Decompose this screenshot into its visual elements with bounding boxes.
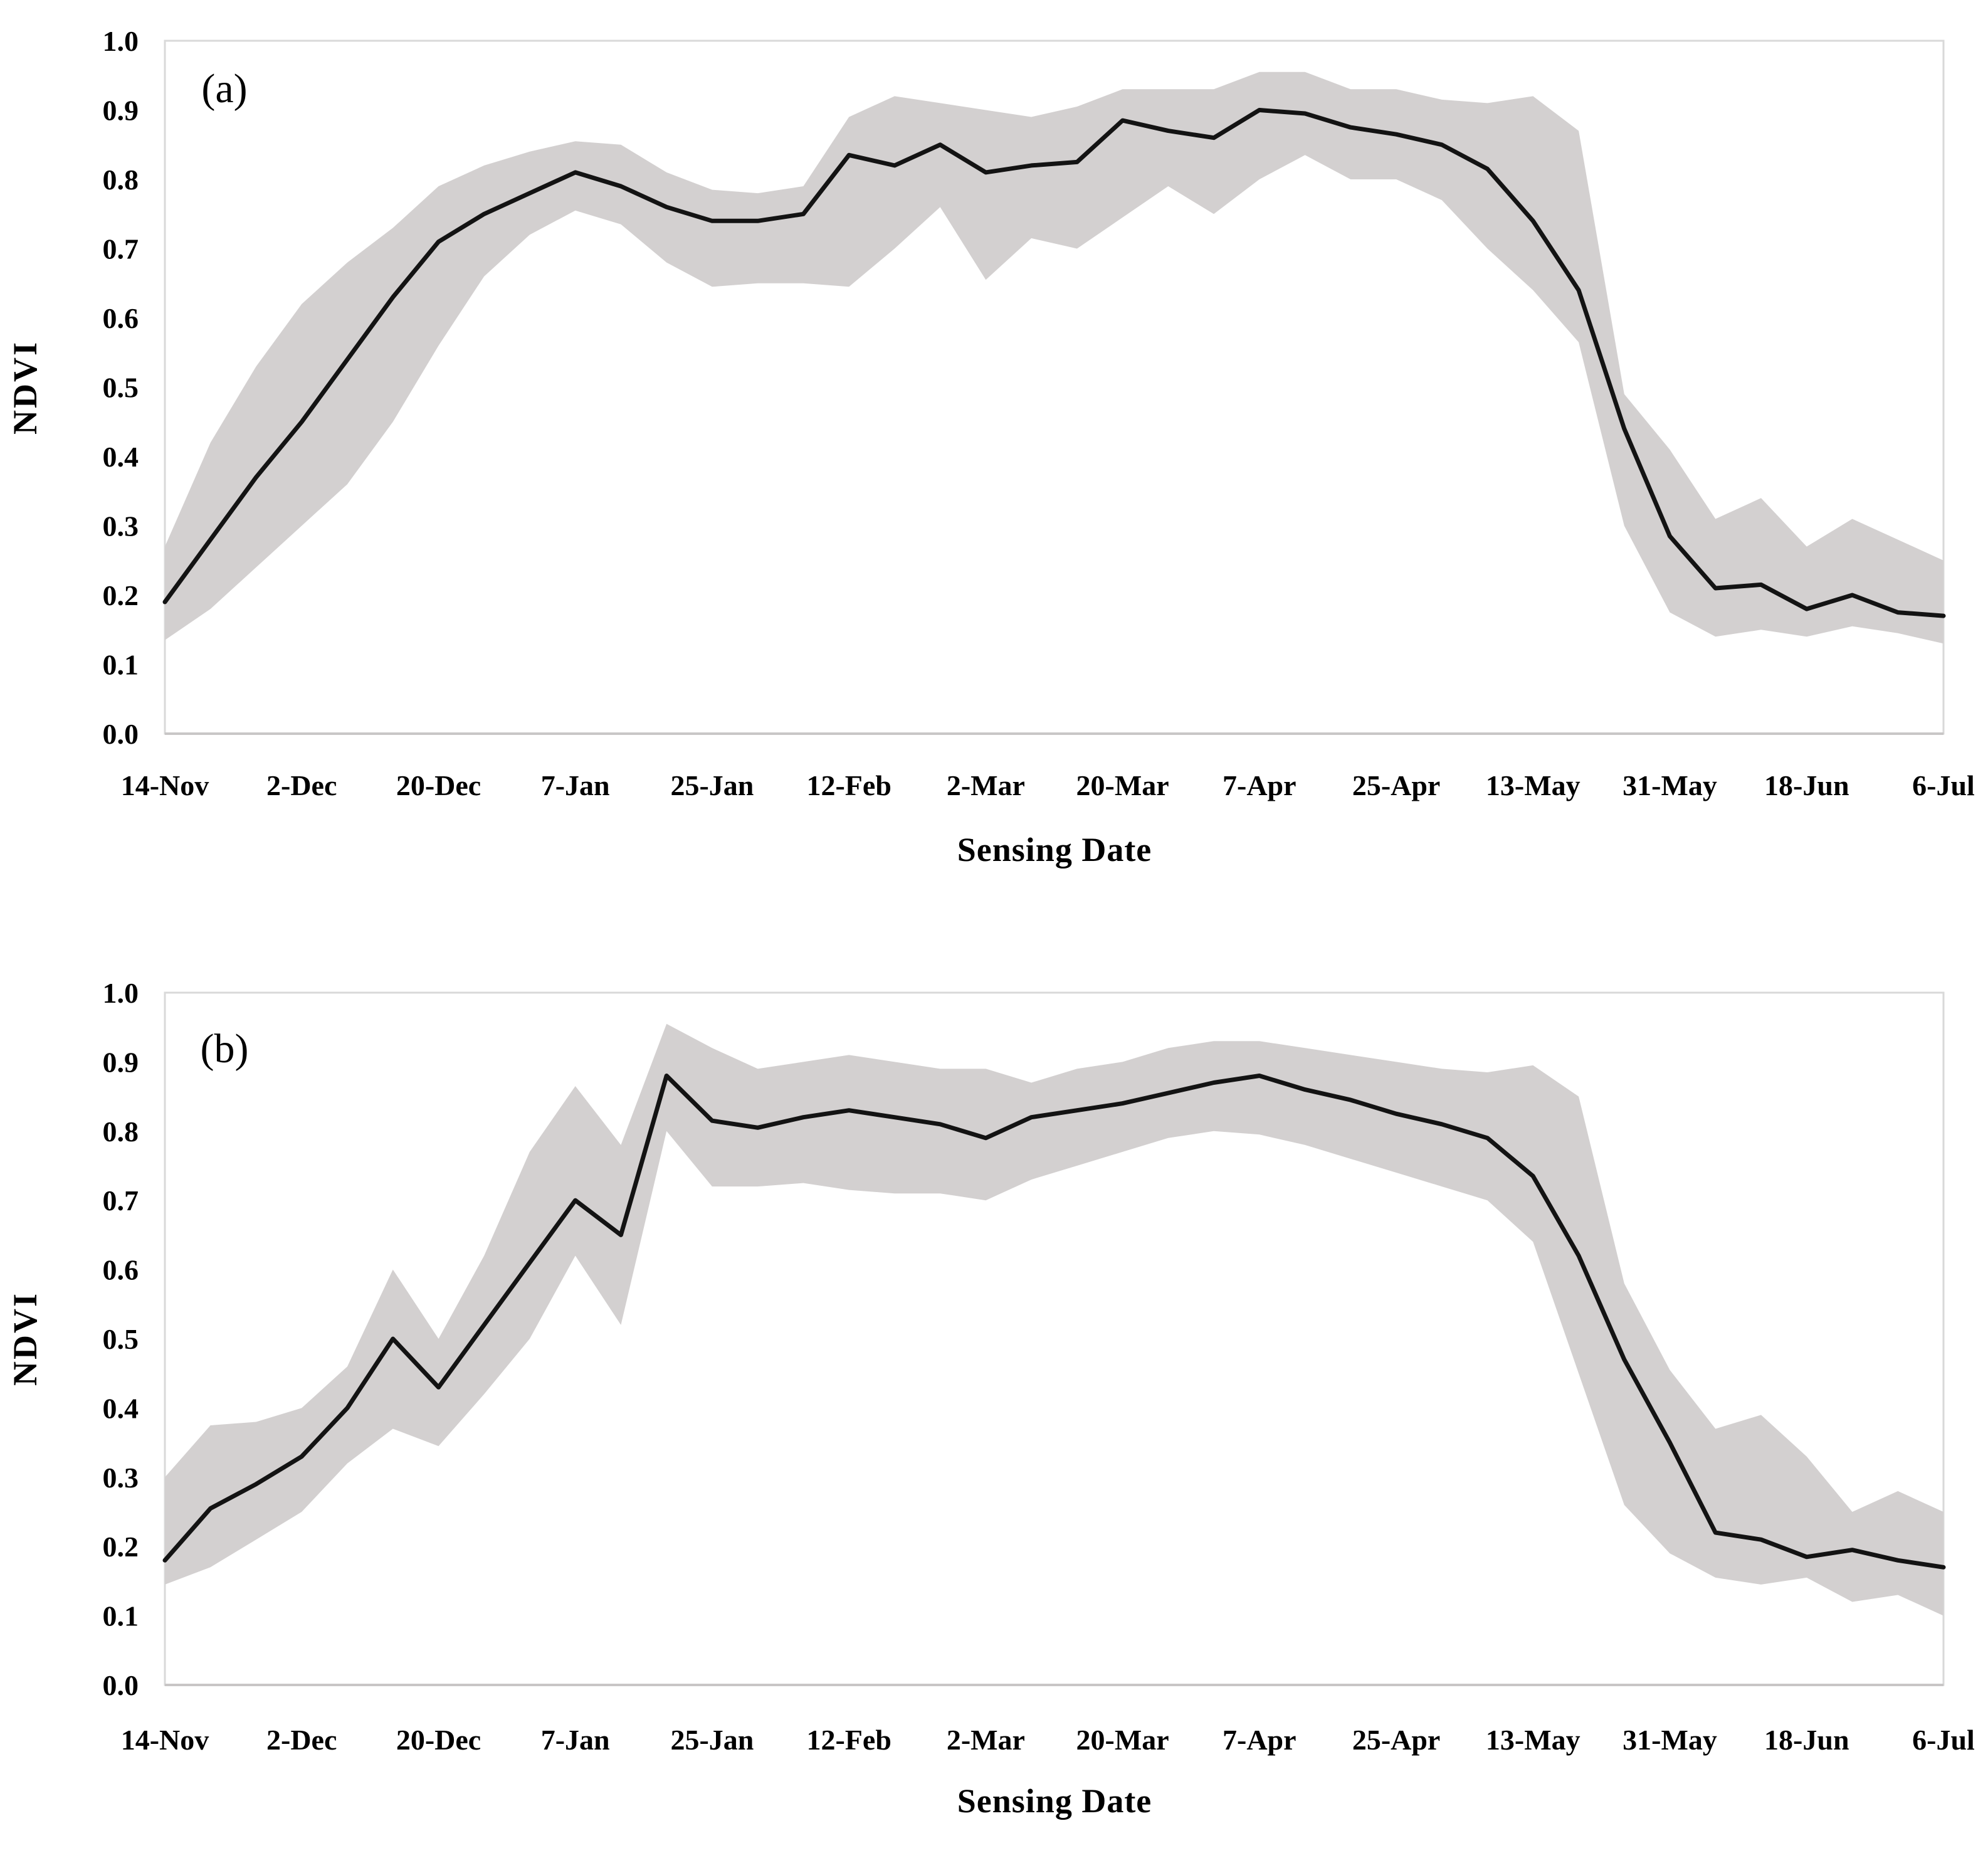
x-tick-label: 12-Feb [806, 769, 891, 801]
x-tick-label: 6-Jul [1912, 769, 1975, 801]
y-tick-label: 0.3 [103, 510, 139, 542]
y-tick-label: 1.0 [103, 977, 139, 1009]
x-tick-label: 18-Jun [1764, 1724, 1849, 1756]
x-tick-label: 25-Jan [670, 1724, 754, 1756]
y-tick-label: 1.0 [103, 25, 139, 57]
ndvi-line [162, 108, 1946, 618]
x-tick-label: 25-Apr [1352, 769, 1441, 801]
x-tick-label: 7-Apr [1223, 1724, 1296, 1756]
x-tick-label: 31-May [1622, 1724, 1717, 1756]
x-axis-title-a: Sensing Date [957, 831, 1152, 868]
x-tick-label: 7-Jan [541, 1724, 610, 1756]
x-tick-label: 2-Mar [947, 769, 1025, 801]
y-axis-title-b: NDVI [6, 1292, 44, 1386]
x-tick-label: 14-Nov [121, 769, 209, 801]
y-tick-label: 0.7 [103, 1185, 139, 1217]
x-tick-label: 20-Dec [396, 1724, 481, 1756]
confidence-band [165, 1023, 1943, 1616]
x-tick-label: 20-Mar [1076, 769, 1169, 801]
x-tick-label: 7-Apr [1223, 769, 1296, 801]
x-tick-label: 18-Jun [1764, 769, 1849, 801]
x-tick-label: 25-Apr [1352, 1724, 1441, 1756]
y-tick-label: 0.0 [103, 1669, 139, 1701]
y-tick-label: 0.8 [103, 1116, 139, 1148]
x-tick-label: 13-May [1486, 769, 1580, 801]
x-tick-label: 2-Dec [266, 1724, 337, 1756]
panel-a-plot: 0.0 0.1 0.2 0.3 0.4 0.5 0.6 0.7 0.8 0.9 1.0 14-Nov 2… [103, 25, 1975, 801]
panel-a-label: (a) [201, 66, 247, 112]
x-tick-label: 2-Mar [947, 1724, 1025, 1756]
ndvi-line [162, 1074, 1946, 1570]
y-tick-label: 0.9 [103, 1046, 139, 1078]
y-tick-label: 0.6 [103, 1254, 139, 1286]
y-tick-label: 0.5 [103, 372, 139, 404]
y-tick-label: 0.1 [103, 1600, 139, 1632]
x-axis-title-b: Sensing Date [957, 1782, 1152, 1820]
y-tick-label: 0.1 [103, 649, 139, 681]
y-tick-label: 0.2 [103, 1531, 139, 1563]
x-tick-label: 25-Jan [670, 769, 754, 801]
x-tick-label: 2-Dec [266, 769, 337, 801]
y-axis-title-a: NDVI [6, 341, 44, 435]
y-tick-label: 0.2 [103, 579, 139, 611]
y-tick-label: 0.8 [103, 164, 139, 196]
x-tick-label: 12-Feb [806, 1724, 891, 1756]
x-tick-label: 20-Mar [1076, 1724, 1169, 1756]
x-tick-label: 20-Dec [396, 769, 481, 801]
y-tick-label: 0.6 [103, 302, 139, 334]
y-tick-label: 0.5 [103, 1323, 139, 1355]
y-tick-label: 0.4 [103, 441, 139, 473]
x-tick-label: 14-Nov [121, 1724, 209, 1756]
panel-b-plot: 0.0 0.1 0.2 0.3 0.4 0.5 0.6 0.7 0.8 0.9 1.0 14-Nov 2… [103, 977, 1975, 1756]
y-tick-label: 0.3 [103, 1462, 139, 1494]
x-tick-label: 31-May [1622, 769, 1717, 801]
panel-b-label: (b) [201, 1026, 249, 1072]
y-tick-label: 0.7 [103, 233, 139, 265]
y-tick-label: 0.4 [103, 1392, 139, 1424]
x-tick-label: 7-Jan [541, 769, 610, 801]
x-tick-label: 13-May [1486, 1724, 1580, 1756]
x-tick-label: 6-Jul [1912, 1724, 1975, 1756]
y-tick-label: 0.9 [103, 95, 139, 127]
confidence-band [165, 71, 1943, 644]
y-tick-label: 0.0 [103, 718, 139, 750]
